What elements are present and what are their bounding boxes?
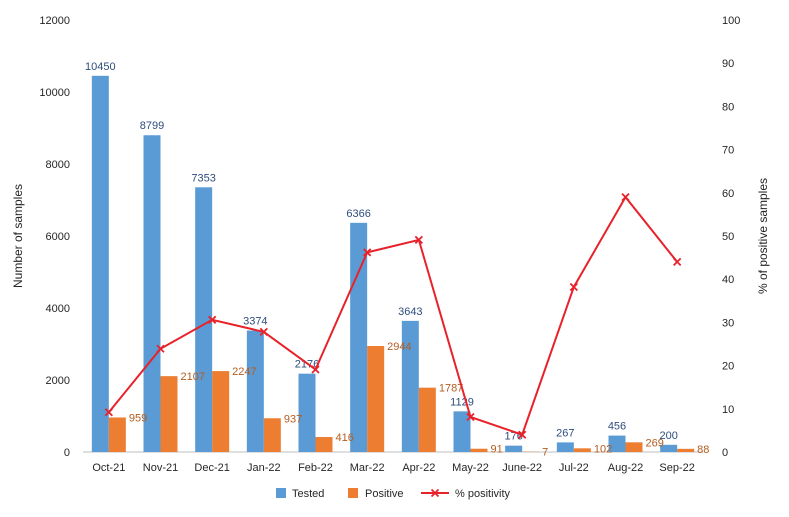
left-axis-ticks: 0 2000 4000 6000 8000 10000 12000 [39, 15, 70, 459]
tested-bar [454, 411, 471, 452]
tested-value-label: 200 [659, 430, 677, 442]
x-tick-label: May-22 [452, 462, 489, 474]
y-axis-title: Number of samples [11, 184, 25, 288]
tested-value-label: 7353 [191, 172, 215, 184]
positivity-line-group [105, 194, 680, 439]
x-tick-label: Aug-22 [608, 462, 643, 474]
bar-labels-group: 1045095987992107735322473374937217641663… [85, 61, 709, 459]
legend-item-tested: Tested [276, 488, 324, 500]
positive-bar [419, 388, 436, 452]
legend-label-positive: Positive [365, 488, 404, 500]
positive-bar [316, 437, 333, 452]
y2-tick-label: 90 [722, 58, 734, 70]
positive-value-label: 959 [129, 412, 147, 424]
positive-value-label: 2944 [387, 341, 411, 353]
x-tick-label: Dec-21 [194, 462, 229, 474]
x-tick-label: Oct-21 [92, 462, 125, 474]
tested-bar [247, 331, 264, 452]
y2-tick-label: 20 [722, 361, 734, 373]
tested-bar [505, 446, 522, 452]
positive-bar [212, 371, 229, 452]
y2-tick-label: 80 [722, 101, 734, 113]
positive-bar [264, 418, 281, 452]
positive-bar [626, 442, 643, 452]
y-tick-label: 6000 [46, 231, 70, 243]
positive-value-label: 2247 [232, 366, 256, 378]
positive-bar [109, 417, 126, 452]
positivity-line [109, 197, 677, 435]
x-tick-label: Feb-22 [298, 462, 333, 474]
tested-value-label: 10450 [85, 61, 116, 73]
x-axis-ticks: Oct-21 Nov-21 Dec-21 Jan-22 Feb-22 Mar-22 Apr-… [92, 462, 695, 474]
x-tick-label: Jul-22 [559, 462, 589, 474]
tested-value-label: 3374 [243, 316, 267, 328]
legend-item-positivity: % positivity [421, 488, 511, 500]
positive-value-label: 1787 [439, 383, 463, 395]
positivity-marker [674, 258, 681, 265]
y2-tick-label: 10 [722, 404, 734, 416]
positive-value-label: 88 [697, 444, 709, 456]
tested-value-label: 3643 [398, 306, 422, 318]
x-tick-label: Nov-21 [143, 462, 178, 474]
y-tick-label: 8000 [46, 159, 70, 171]
y-tick-label: 0 [64, 447, 70, 459]
positive-value-label: 7 [542, 447, 548, 459]
legend-label-tested: Tested [292, 488, 324, 500]
positive-bar [367, 346, 384, 452]
x-tick-label: Mar-22 [350, 462, 385, 474]
positive-value-label: 937 [284, 413, 302, 425]
y-tick-label: 12000 [39, 15, 70, 27]
x-tick-label: Sep-22 [659, 462, 694, 474]
y2-tick-label: 0 [722, 447, 728, 459]
positive-value-label: 102 [594, 443, 612, 455]
tested-value-label: 456 [608, 421, 626, 433]
y2-tick-label: 50 [722, 231, 734, 243]
y-tick-label: 4000 [46, 303, 70, 315]
tested-value-label: 267 [556, 427, 574, 439]
legend-label-positivity: % positivity [455, 488, 511, 500]
positive-value-label: 2107 [181, 371, 205, 383]
tested-bar [92, 76, 109, 452]
x-tick-label: Jan-22 [247, 462, 281, 474]
tested-bar [557, 442, 574, 452]
tested-bar [195, 187, 212, 452]
y2-tick-label: 30 [722, 317, 734, 329]
positive-bar [677, 449, 694, 452]
positive-bar [161, 376, 178, 452]
y2-tick-label: 40 [722, 274, 734, 286]
bars-group [92, 76, 694, 452]
tested-bar [144, 135, 161, 452]
positive-bar [471, 449, 488, 452]
y-tick-label: 10000 [39, 87, 70, 99]
positive-bar [574, 448, 591, 452]
tested-value-label: 6366 [346, 208, 370, 220]
legend-swatch-tested [276, 488, 286, 498]
x-tick-label: June-22 [502, 462, 542, 474]
x-tick-label: Apr-22 [402, 462, 435, 474]
legend-item-positive: Positive [348, 488, 404, 500]
y2-tick-label: 100 [722, 15, 740, 27]
legend-swatch-positive [348, 488, 358, 498]
positivity-marker [622, 194, 629, 201]
y2-tick-label: 60 [722, 188, 734, 200]
legend: Tested Positive % positivity [276, 488, 511, 500]
y-tick-label: 2000 [46, 375, 70, 387]
tested-value-label: 8799 [140, 120, 164, 132]
y2-axis-title: % of positive samples [756, 178, 770, 294]
y2-tick-label: 70 [722, 145, 734, 157]
positive-value-label: 416 [336, 432, 354, 444]
right-axis-ticks: 0 10 20 30 40 50 60 70 80 90 100 [722, 15, 740, 459]
tested-value-label: 1129 [450, 396, 474, 408]
positive-value-label: 91 [491, 444, 503, 456]
